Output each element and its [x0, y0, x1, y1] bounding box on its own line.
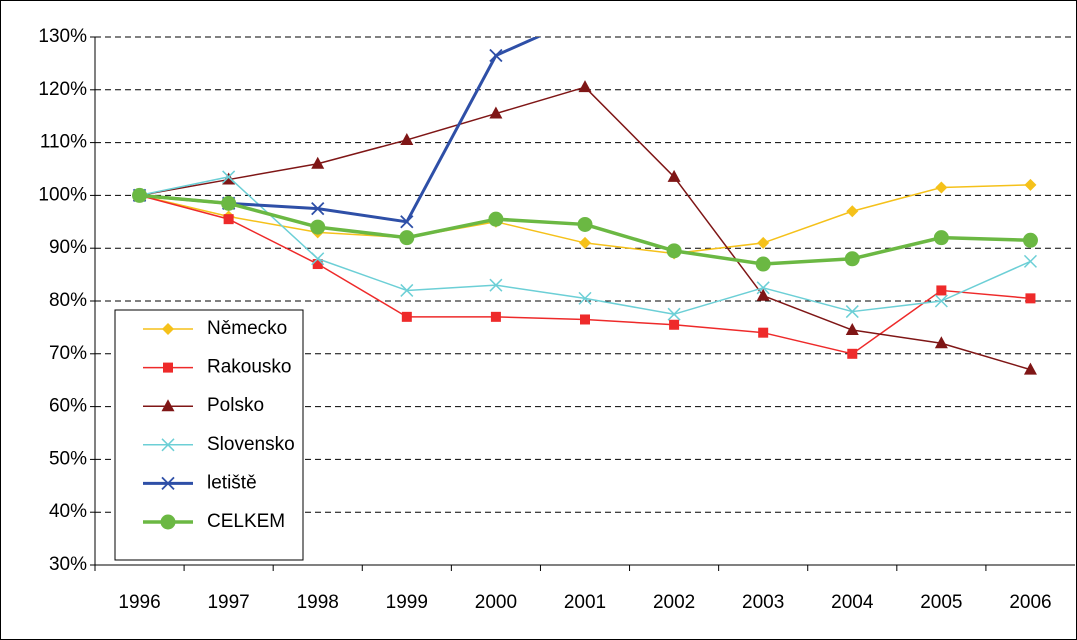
marker — [756, 281, 770, 295]
x-tick-label: 2006 — [1009, 592, 1051, 613]
y-tick-label: 60% — [49, 396, 87, 417]
marker — [667, 307, 681, 321]
marker — [845, 323, 859, 336]
marker — [400, 283, 414, 297]
marker — [935, 181, 948, 194]
legend-label: Slovensko — [207, 434, 295, 455]
x-tick-label: 1998 — [297, 592, 339, 613]
marker — [934, 294, 948, 308]
marker — [758, 327, 769, 338]
marker — [161, 476, 175, 491]
marker — [580, 314, 590, 325]
marker — [667, 169, 681, 182]
marker — [311, 201, 325, 216]
marker — [222, 170, 236, 184]
y-tick-label: 40% — [49, 501, 87, 522]
marker — [489, 278, 503, 292]
marker — [311, 156, 325, 169]
y-tick-label: 70% — [49, 343, 87, 364]
marker — [1022, 232, 1038, 248]
marker — [669, 319, 680, 330]
legend-label: CELKEM — [207, 511, 285, 532]
marker — [578, 291, 592, 305]
marker — [1024, 178, 1037, 191]
marker — [160, 514, 176, 530]
legend-label: letiště — [207, 472, 257, 493]
y-tick-label: 120% — [38, 79, 87, 100]
marker — [488, 211, 504, 227]
x-tick-label: 1999 — [386, 592, 428, 613]
y-tick-label: 80% — [49, 290, 87, 311]
marker — [936, 285, 947, 296]
marker — [844, 251, 860, 267]
marker — [162, 323, 174, 335]
x-tick-label: 1997 — [207, 592, 249, 613]
marker — [579, 236, 591, 249]
y-tick-label: 90% — [49, 237, 87, 258]
legend-label: Německo — [207, 318, 287, 339]
y-tick-label: 30% — [49, 554, 87, 575]
marker — [161, 399, 175, 412]
marker — [578, 80, 592, 93]
marker — [847, 348, 858, 359]
marker — [756, 288, 770, 301]
marker — [399, 230, 415, 246]
x-tick-label: 2003 — [742, 592, 784, 613]
marker — [223, 214, 234, 225]
x-tick-label: 2001 — [564, 592, 606, 613]
legend-label: Rakousko — [207, 357, 292, 378]
y-tick-label: 130% — [38, 26, 87, 47]
legend-label: Polsko — [207, 395, 264, 416]
plot-area — [132, 37, 1038, 375]
marker — [401, 311, 412, 322]
marker — [163, 362, 173, 373]
marker — [489, 106, 503, 119]
y-tick-label: 110% — [40, 132, 87, 153]
marker — [311, 252, 325, 266]
marker — [755, 256, 771, 272]
marker — [933, 230, 949, 246]
y-tick-label: 100% — [38, 184, 87, 205]
marker — [400, 132, 414, 145]
marker — [757, 236, 770, 249]
x-tick-label: 2002 — [653, 592, 695, 613]
marker — [312, 259, 323, 270]
marker — [846, 205, 859, 218]
x-tick-label: 2000 — [475, 592, 517, 613]
marker — [222, 172, 236, 185]
marker — [490, 311, 501, 322]
x-tick-label: 2004 — [831, 592, 874, 613]
legend-box — [114, 309, 304, 561]
marker — [1023, 362, 1037, 375]
marker — [310, 219, 326, 235]
marker — [845, 305, 859, 319]
marker — [934, 336, 948, 349]
axes: 30% 40% 50% 60% 70% 80% 90% 100% 110% 120% 130% 199… — [38, 26, 1075, 613]
marker — [221, 195, 237, 211]
y-tick-label: 50% — [49, 448, 87, 469]
marker — [132, 187, 148, 203]
marker — [400, 215, 414, 229]
marker — [1023, 254, 1037, 268]
marker — [161, 438, 175, 452]
marker — [1025, 293, 1036, 304]
marker — [577, 216, 593, 232]
legend: Německo Rakousko Polsko Slovensko letiště CEL… — [114, 309, 304, 561]
marker — [489, 48, 503, 63]
x-tick-label: 2005 — [920, 592, 962, 613]
x-tick-label: 1996 — [118, 592, 160, 613]
marker — [666, 243, 682, 259]
